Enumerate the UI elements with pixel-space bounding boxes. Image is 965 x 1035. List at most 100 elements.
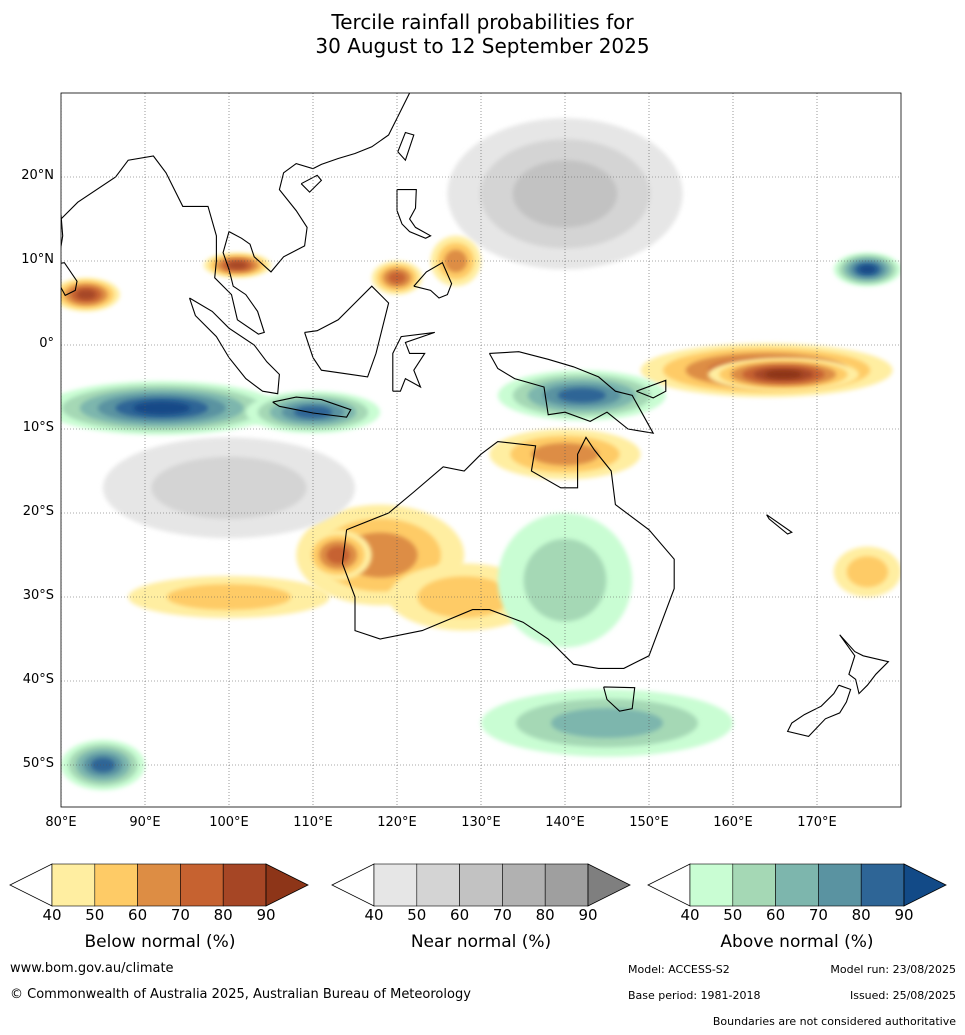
colorbar-tick-label: 80	[851, 906, 871, 924]
colorbar-caption-below: Below normal (%)	[84, 932, 236, 952]
title-line-2: 30 August to 12 September 2025	[315, 34, 650, 58]
coastline-mindanao	[413, 261, 453, 299]
colorbar-tick-label: 50	[85, 906, 105, 924]
issued-date: Issued: 25/08/2025	[849, 989, 956, 1002]
longitude-label: 120°E	[377, 815, 417, 830]
colorbar-below	[9, 863, 309, 907]
colorbar-tick-label: 90	[578, 906, 598, 924]
longitude-label: 140°E	[545, 815, 585, 830]
field-patch-above	[859, 265, 876, 274]
colorbar-swatch	[544, 863, 589, 907]
latitude-label: 20°N	[21, 168, 54, 183]
colorbar-tick-label: 70	[170, 906, 190, 924]
field-patch-below	[326, 546, 350, 564]
field-patch-above	[133, 401, 191, 415]
latitude-label: 40°S	[22, 672, 54, 687]
colorbar-lower-extend	[9, 863, 53, 907]
colorbar-tick-label: 60	[450, 906, 470, 924]
coastline-taiwan	[397, 131, 415, 162]
coastline-nz-north	[839, 634, 890, 695]
colorbar-swatch	[94, 863, 138, 907]
longitude-label: 80°E	[45, 815, 77, 830]
latitude-label: 0°	[39, 336, 54, 351]
colorbar-swatch	[373, 863, 418, 907]
copyright-notice: © Commonwealth of Australia 2025, Austra…	[10, 987, 471, 1002]
colorbar-tick-label: 50	[723, 906, 743, 924]
colorbar-tick-label: 70	[808, 906, 828, 924]
colorbar-swatch	[818, 863, 862, 907]
colorbar-upper-extend	[265, 863, 309, 907]
coastline-luzon	[396, 189, 432, 239]
coastline-borneo	[304, 285, 390, 378]
colorbar-tick-label: 40	[364, 906, 384, 924]
longitude-label: 150°E	[629, 815, 669, 830]
model-name: Model: ACCESS-S2	[628, 963, 730, 976]
probability-field	[61, 118, 901, 791]
coastline-sri-lanka	[61, 262, 78, 297]
field-patch-below	[388, 271, 406, 284]
colorbar-swatch	[137, 863, 181, 907]
colorbar-swatch	[860, 863, 905, 907]
colorbar-tick-label: 80	[535, 906, 555, 924]
field-patch-above	[557, 388, 606, 403]
longitude-label: 110°E	[293, 815, 333, 830]
coastline-java	[272, 396, 352, 418]
colorbar-upper-extend	[587, 863, 631, 907]
field-patch-above	[523, 538, 607, 622]
latitude-label: 50°S	[22, 756, 54, 771]
field-patch-below	[531, 443, 599, 466]
colorbar-near	[331, 863, 631, 907]
colorbar-swatch	[732, 863, 776, 907]
colorbar-tick-label: 80	[213, 906, 233, 924]
colorbar-swatch	[775, 863, 819, 907]
latitude-label: 10°N	[21, 252, 54, 267]
coastline-australia	[341, 436, 675, 669]
field-patch-below	[227, 261, 247, 269]
field-patch-below	[417, 576, 511, 618]
colorbar-lower-extend	[647, 863, 691, 907]
field-patch-near	[512, 160, 618, 228]
colorbar-tick-label: 90	[894, 906, 914, 924]
colorbar-upper-extend	[903, 863, 947, 907]
colorbar-caption-near: Near normal (%)	[410, 932, 552, 952]
colorbars	[9, 863, 947, 907]
field-patch-below	[76, 289, 96, 300]
latitude-label: 30°S	[22, 588, 54, 603]
latitude-label: 20°S	[22, 504, 54, 519]
colorbar-tick-label: 70	[492, 906, 512, 924]
longitude-label: 170°E	[797, 815, 837, 830]
colorbar-tick-label: 90	[256, 906, 276, 924]
colorbar-above	[647, 863, 947, 907]
longitude-label: 90°E	[129, 815, 161, 830]
boundary-disclaimer: Boundaries are not considered authoritat…	[712, 1015, 956, 1028]
coastline-nz-south	[786, 684, 852, 738]
colorbar-swatch	[689, 863, 734, 907]
colorbar-caption-above: Above normal (%)	[720, 932, 874, 952]
colorbar-swatch	[222, 863, 267, 907]
graticule	[61, 93, 901, 807]
colorbar-lower-extend	[331, 863, 375, 907]
colorbar-tick-label: 50	[407, 906, 427, 924]
colorbar-tick-label: 60	[128, 906, 148, 924]
longitude-label: 100°E	[209, 815, 249, 830]
latitude-label: 10°S	[22, 420, 54, 435]
colorbar-tick-label: 40	[680, 906, 700, 924]
longitude-label: 160°E	[713, 815, 753, 830]
coastline-new-britain	[636, 379, 667, 399]
colorbar-swatch	[459, 863, 503, 907]
longitude-label: 130°E	[461, 815, 501, 830]
field-patch-below	[846, 556, 889, 588]
map-frame	[60, 92, 902, 808]
title-line-1: Tercile rainfall probabilities for	[331, 10, 634, 34]
coastline-new-caledonia	[766, 514, 793, 535]
field-patch-below	[444, 249, 467, 273]
field-patch-below	[765, 370, 802, 379]
coastline-mainland-se-asia	[61, 93, 411, 335]
coastline-tasmania	[603, 686, 636, 712]
field-patch-near	[151, 456, 307, 519]
colorbar-tick-label: 40	[42, 906, 62, 924]
website-link[interactable]: www.bom.gov.au/climate	[10, 961, 174, 976]
colorbar-swatch	[416, 863, 460, 907]
field-patch-above	[551, 708, 663, 738]
